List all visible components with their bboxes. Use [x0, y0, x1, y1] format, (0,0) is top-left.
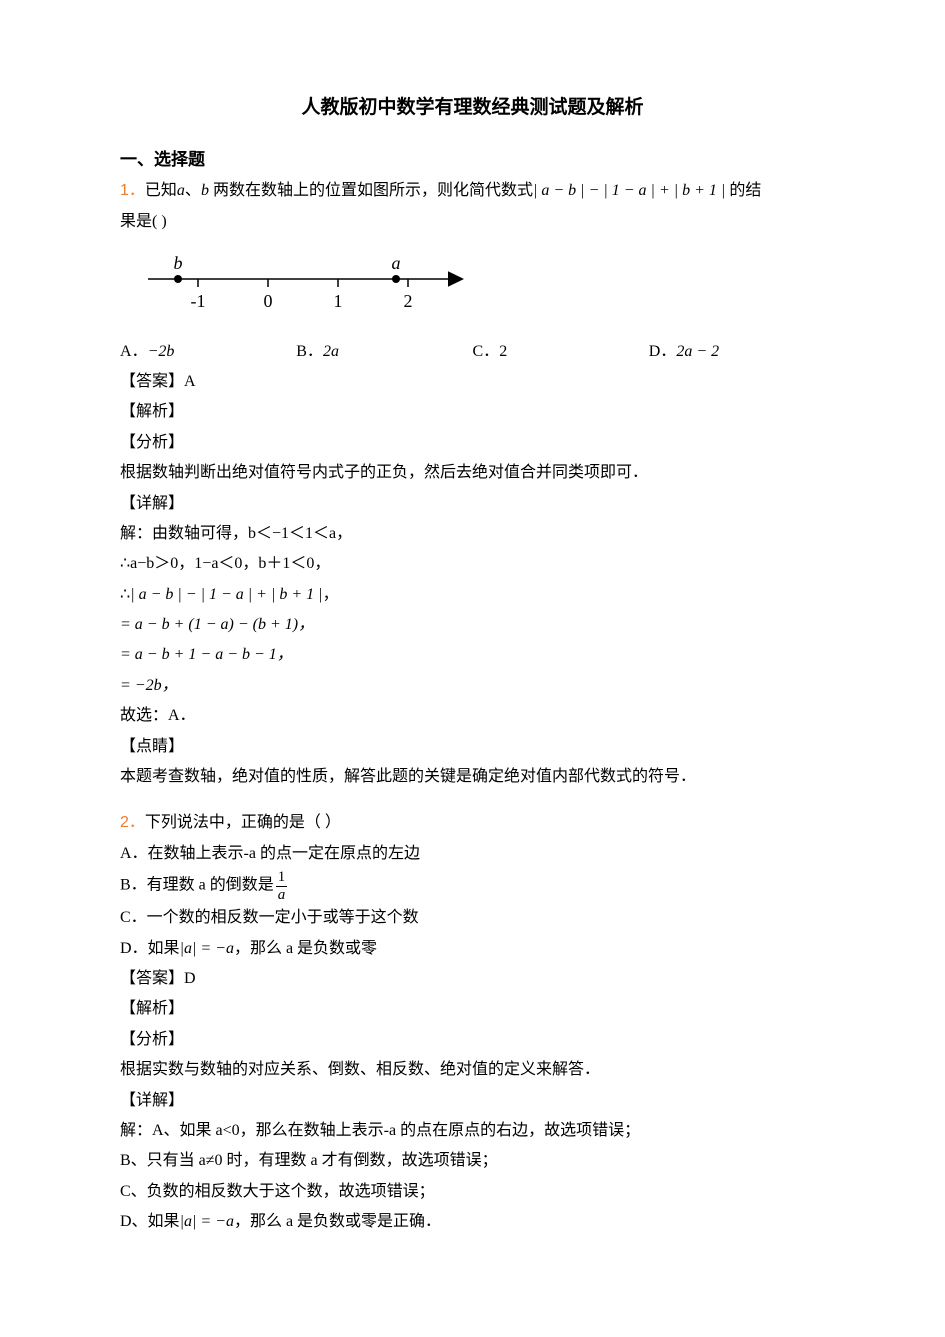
q1-optA-val: −2b	[148, 343, 175, 360]
q1-optB-val: 2a	[323, 343, 339, 360]
q1-number: 1．	[120, 182, 145, 199]
q1-answer: 【答案】A	[120, 367, 825, 397]
q1-ans-label: 【答案】	[120, 373, 184, 390]
q1-stem-line2: 果是( )	[120, 207, 825, 237]
q1-stem-pre: 已知	[145, 182, 177, 199]
q2-solD-expr: |a| = −a	[180, 1213, 234, 1230]
q2-solC: C、负数的相反数大于这个数，故选项错误；	[120, 1177, 825, 1207]
q1-sol3: ∴| a − b | − | 1 − a | + | b + 1 |，	[120, 580, 825, 610]
q1-optD-val: 2a − 2	[676, 343, 719, 360]
q2-ans-label: 【答案】	[120, 970, 184, 987]
q2-stem-text: 下列说法中，正确的是（ ）	[145, 814, 341, 831]
q1-optA-label: A．	[120, 343, 148, 360]
q1-optC-val: 2	[499, 343, 507, 360]
q1-numberline: -1 0 1 2 b a	[138, 243, 825, 334]
svg-text:1: 1	[334, 291, 343, 311]
q2-optD-expr: |a| = −a	[180, 940, 234, 957]
q1-fenxi: 【分析】	[120, 428, 825, 458]
svg-text:a: a	[392, 253, 401, 273]
q1-optB-label: B．	[296, 343, 323, 360]
q2-option-c: C．一个数的相反数一定小于或等于这个数	[120, 903, 825, 933]
q1-optC-label: C．	[473, 343, 500, 360]
q2-stem: 2．下列说法中，正确的是（ ）	[120, 808, 825, 838]
q1-stem-mid: 两数在数轴上的位置如图所示，则化简代数式	[213, 182, 533, 199]
q2-solD-mid: ，那么 a 是负数或零是正确．	[234, 1213, 441, 1230]
q1-sol3-post: ，	[323, 586, 339, 603]
q1-sol6: = −2b，	[120, 671, 825, 701]
q1-sol3-expr: | a − b | − | 1 − a | + | b + 1 |	[130, 586, 322, 603]
q1-sol5: = a − b + 1 − a − b − 1，	[120, 640, 825, 670]
fraction-1-over-a: 1a	[276, 869, 288, 903]
q2-optD-pre: D．如果	[120, 940, 180, 957]
page-title: 人教版初中数学有理数经典测试题及解析	[120, 90, 825, 126]
q1-xiangjie: 【详解】	[120, 489, 825, 519]
q1-jiexi: 【解析】	[120, 397, 825, 427]
q2-answer: 【答案】D	[120, 964, 825, 994]
svg-text:2: 2	[404, 291, 413, 311]
q2-solD: D、如果|a| = −a，那么 a 是负数或零是正确．	[120, 1207, 825, 1237]
q1-option-d: D．2a − 2	[649, 337, 825, 367]
spacer	[120, 792, 825, 808]
q2-fenxi: 【分析】	[120, 1025, 825, 1055]
q1-sol7: 故选：A．	[120, 701, 825, 731]
q2-ans-val: D	[184, 970, 196, 987]
q1-sol4: = a − b + (1 − a) − (b + 1)，	[120, 610, 825, 640]
q2-jiexi: 【解析】	[120, 994, 825, 1024]
q2-option-d: D．如果|a| = −a，那么 a 是负数或零	[120, 934, 825, 964]
q2-solA: 解：A、如果 a<0，那么在数轴上表示-a 的点在原点的右边，故选项错误；	[120, 1116, 825, 1146]
q1-var-b: b	[201, 182, 209, 199]
numberline-svg: -1 0 1 2 b a	[138, 243, 468, 323]
q1-stem-post: 的结	[729, 182, 761, 199]
q1-expr: | a − b | − | 1 − a | + | b + 1 |	[533, 182, 725, 199]
q2-optB-pre: B．有理数 a 的倒数是	[120, 877, 274, 894]
svg-text:b: b	[174, 253, 183, 273]
svg-text:0: 0	[264, 291, 273, 311]
q2-number: 2．	[120, 814, 145, 831]
q1-ans-val: A	[184, 373, 196, 390]
q1-dianjing: 【点睛】	[120, 732, 825, 762]
q1-option-c: C．2	[473, 337, 649, 367]
q2-xiangjie: 【详解】	[120, 1086, 825, 1116]
q1-sol1: 解：由数轴可得，b＜−1＜1＜a，	[120, 519, 825, 549]
q1-fenxi-body: 根据数轴判断出绝对值符号内式子的正负，然后去绝对值合并同类项即可．	[120, 458, 825, 488]
q2-solB: B、只有当 a≠0 时，有理数 a 才有倒数，故选项错误；	[120, 1146, 825, 1176]
q2-solD-pre: D、如果	[120, 1213, 180, 1230]
q1-var-a: a	[177, 182, 185, 199]
q1-dianjing-body: 本题考查数轴，绝对值的性质，解答此题的关键是确定绝对值内部代数式的符号．	[120, 762, 825, 792]
q2-option-a: A．在数轴上表示-a 的点一定在原点的左边	[120, 839, 825, 869]
q2-option-b: B．有理数 a 的倒数是1a	[120, 869, 825, 903]
q1-option-b: B．2a	[296, 337, 472, 367]
section-heading: 一、选择题	[120, 144, 825, 176]
q1-sol3-pre: ∴	[120, 586, 130, 603]
q2-optD-mid: ，那么 a 是负数或零	[234, 940, 377, 957]
svg-text:-1: -1	[191, 291, 206, 311]
q1-sol2: ∴a−b＞0，1−a＜0，b＋1＜0，	[120, 549, 825, 579]
q1-options: A．−2b B．2a C．2 D．2a − 2	[120, 337, 825, 367]
q1-optD-label: D．	[649, 343, 677, 360]
q2-fenxi-body: 根据实数与数轴的对应关系、倒数、相反数、绝对值的定义来解答．	[120, 1055, 825, 1085]
q1-option-a: A．−2b	[120, 337, 296, 367]
q1-stem-line1: 1．已知a、b 两数在数轴上的位置如图所示，则化简代数式| a − b | − …	[120, 176, 825, 206]
